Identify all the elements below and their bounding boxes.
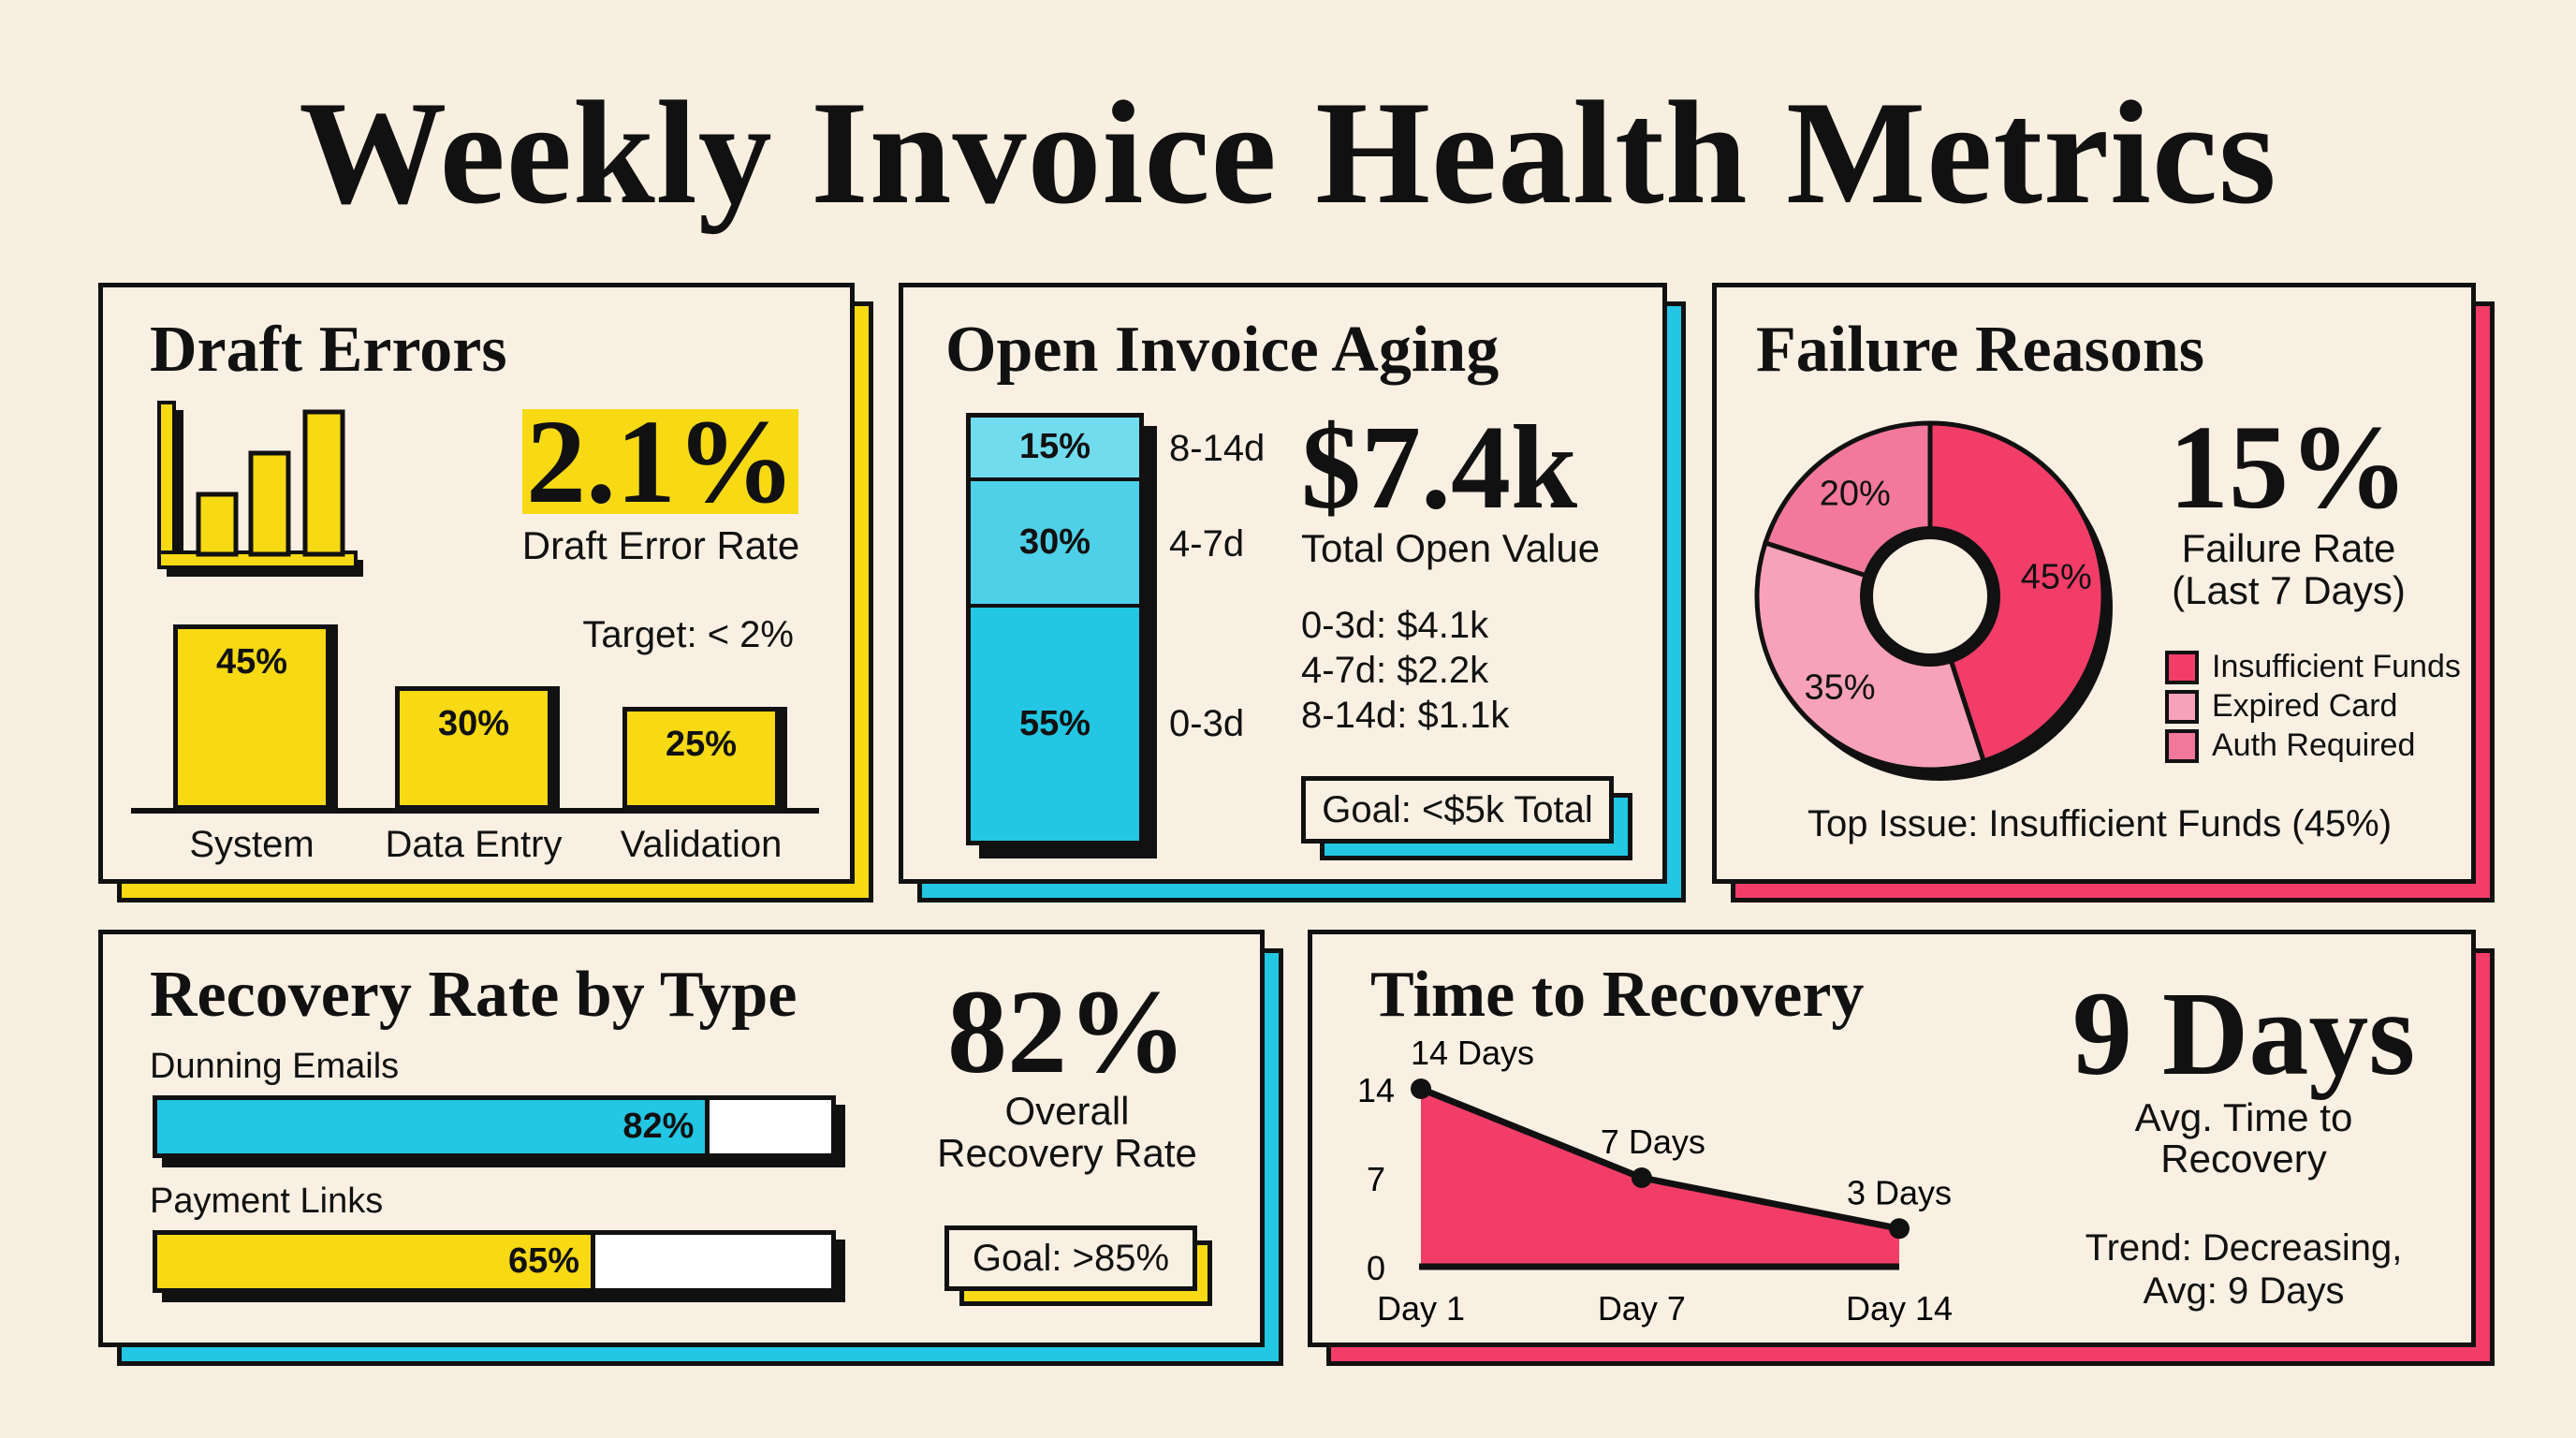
baseline: [131, 808, 819, 814]
breakdown-line: 8-14d: $1.1k: [1301, 695, 1510, 736]
bar-category-label: System: [189, 824, 315, 865]
trend-text: Trend: Decreasing,: [2085, 1227, 2403, 1269]
data-point: [1889, 1218, 1910, 1240]
bar: 30%: [395, 686, 552, 810]
card-title: Draft Errors: [150, 314, 507, 386]
avg-time-value: 9 Days: [2071, 967, 2416, 1100]
bar-category-label: Data Entry: [385, 824, 563, 865]
point-data-label: 3 Days: [1847, 1173, 1952, 1211]
overall-recovery-label: Overall: [1004, 1089, 1130, 1133]
avg-time-label: Avg. Time to: [2134, 1095, 2353, 1139]
legend-swatch: [2165, 728, 2199, 763]
draft-errors-card: Draft Errors 2.1% Draft Error Rate Targe…: [98, 283, 855, 884]
avg-time-label: Recovery: [2160, 1137, 2327, 1181]
card-title: Time to Recovery: [1370, 959, 1865, 1031]
card-title: Open Invoice Aging: [945, 314, 1500, 386]
breakdown-line: 0-3d: $4.1k: [1301, 605, 1489, 646]
failure-rate-period: (Last 7 Days): [2172, 568, 2406, 612]
progress-bar: 82%: [153, 1095, 836, 1158]
legend-item: Expired Card: [2165, 688, 2397, 725]
slice-data-label: 35%: [1804, 668, 1875, 708]
card-title: Recovery Rate by Type: [150, 959, 798, 1031]
overall-recovery-value: 82%: [947, 965, 1187, 1098]
overall-recovery-label: Recovery Rate: [937, 1131, 1197, 1175]
top-issue-text: Top Issue: Insufficient Funds (45%): [1807, 803, 2393, 844]
y-tick-label: 14: [1357, 1071, 1395, 1109]
goal-box: Goal: <$5k Total: [1301, 776, 1614, 844]
segment-data-label: 30%: [1018, 522, 1091, 563]
segment-category-label: 8-14d: [1169, 427, 1266, 469]
recovery-rate-card: Recovery Rate by Type Dunning Emails 82% P…: [98, 930, 1265, 1347]
legend-label: Auth Required: [2212, 727, 2416, 763]
x-tick-label: Day 14: [1846, 1289, 1953, 1328]
stack-segment: 15%: [971, 418, 1139, 481]
bar-data-label: 30%: [437, 704, 510, 743]
progress-data-label: 82%: [622, 1107, 695, 1146]
data-point: [1631, 1167, 1652, 1188]
progress-fill: 82%: [157, 1100, 710, 1153]
failure-reasons-card: Failure Reasons 45% 35% 20% 15% Failure Ra…: [1712, 283, 2476, 884]
failure-rate-value: 15%: [2169, 401, 2408, 534]
progress-bar: 65%: [153, 1230, 836, 1293]
progress-category-label: Dunning Emails: [150, 1047, 400, 1086]
point-data-label: 7 Days: [1601, 1123, 1705, 1161]
slice-data-label: 45%: [2021, 558, 2092, 597]
segment-category-label: 0-3d: [1169, 702, 1245, 744]
rate-highlight: [522, 409, 798, 514]
open-invoice-aging-card: Open Invoice Aging 15% 30% 55% 8-14d 4-7d 0-…: [899, 283, 1667, 884]
bar-chart-icon: [157, 401, 363, 577]
segment-data-label: 15%: [1018, 427, 1091, 467]
total-open-value: $7.4k: [1301, 401, 1578, 534]
total-open-label: Total Open Value: [1301, 526, 1601, 570]
failure-donut-chart: 45% 35% 20%: [1754, 420, 2113, 781]
draft-error-rate-label: Draft Error Rate: [521, 523, 800, 567]
trend-text: Avg: 9 Days: [2143, 1270, 2345, 1312]
legend-swatch: [2165, 650, 2199, 684]
breakdown-line: 4-7d: $2.2k: [1301, 650, 1489, 691]
time-to-recovery-chart: 14 Days Day 1 7 Days Day 7 3 Days Day 14 0 7 14: [1357, 1034, 1953, 1328]
progress-data-label: 65%: [507, 1241, 579, 1281]
y-tick-label: 7: [1367, 1160, 1385, 1198]
aging-stacked-bar: 15% 30% 55%: [966, 413, 1144, 845]
legend-swatch: [2165, 689, 2199, 724]
progress-fill: 65%: [157, 1235, 595, 1288]
legend-label: Insufficient Funds: [2212, 649, 2461, 684]
card-title: Failure Reasons: [1756, 314, 2204, 386]
x-tick-label: Day 7: [1598, 1289, 1686, 1328]
legend-item: Insufficient Funds: [2165, 649, 2461, 685]
data-point: [1411, 1078, 1431, 1099]
bar: 45%: [173, 624, 330, 810]
progress-category-label: Payment Links: [150, 1181, 384, 1221]
bar-data-label: 25%: [665, 725, 738, 764]
x-tick-label: Day 1: [1377, 1289, 1465, 1328]
goal-box: Goal: >85%: [944, 1225, 1197, 1291]
segment-data-label: 55%: [1018, 704, 1091, 744]
failure-rate-label: Failure Rate: [2181, 526, 2396, 570]
y-tick-label: 0: [1367, 1249, 1385, 1287]
legend-label: Expired Card: [2212, 688, 2398, 724]
page-title: Weekly Invoice Health Metrics: [299, 71, 2277, 235]
bar-category-label: Validation: [620, 824, 783, 865]
segment-category-label: 4-7d: [1169, 522, 1245, 565]
time-to-recovery-card: Time to Recovery 14 Days Day 1 7 Days Day 7…: [1308, 930, 2476, 1347]
stack-segment: 55%: [971, 608, 1139, 841]
slice-data-label: 20%: [1820, 475, 1891, 514]
target-text: Target: < 2%: [582, 614, 794, 655]
bar-data-label: 45%: [215, 642, 288, 682]
legend-item: Auth Required: [2165, 727, 2415, 764]
draft-error-rate-value: 2.1%: [526, 395, 796, 528]
point-data-label: 14 Days: [1411, 1034, 1534, 1072]
stack-segment: 30%: [971, 480, 1139, 609]
area-fill: [1421, 1089, 1899, 1267]
donut-hole: [1860, 526, 2000, 667]
bar: 25%: [622, 707, 780, 810]
